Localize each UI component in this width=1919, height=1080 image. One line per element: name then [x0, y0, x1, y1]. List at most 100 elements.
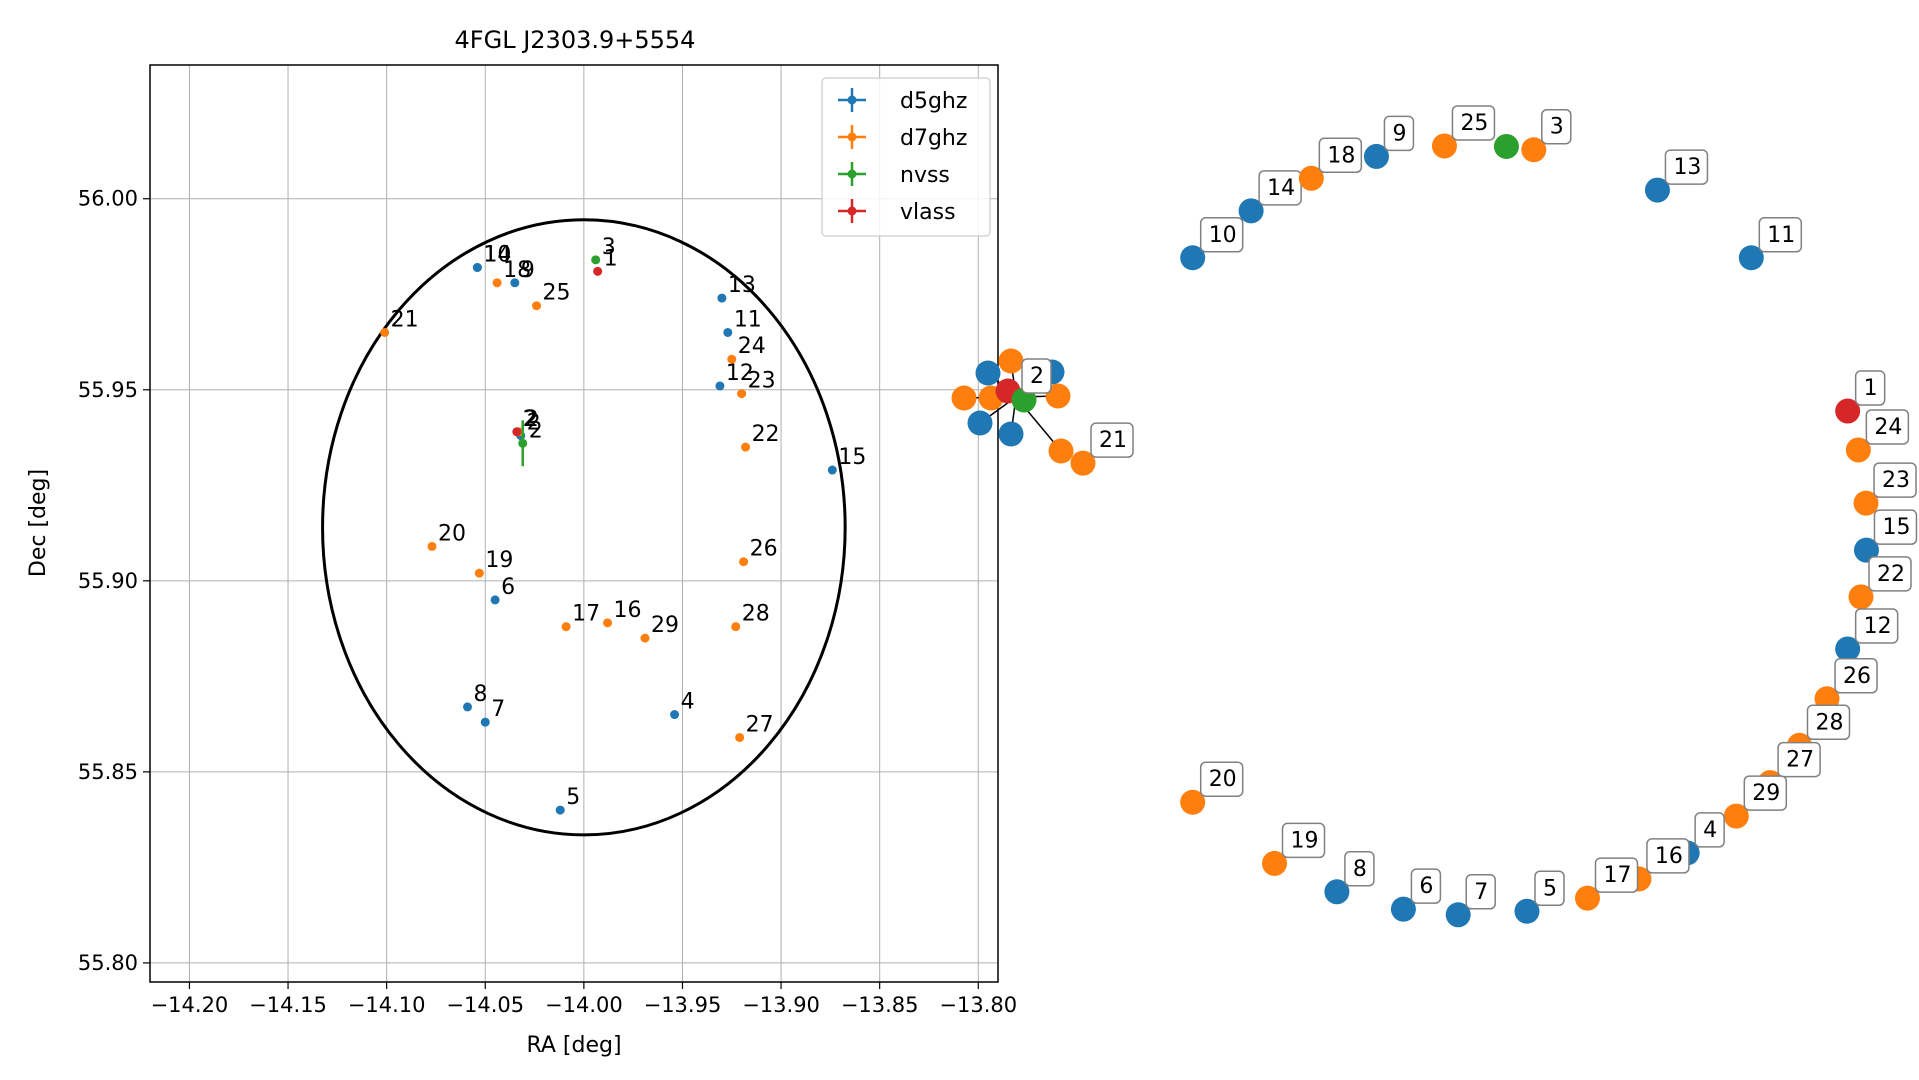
- node-label-text: 8: [1353, 857, 1367, 882]
- node-label: 29: [1743, 775, 1788, 811]
- node-label-box: [1834, 658, 1878, 694]
- node-label-text: 5: [1543, 876, 1557, 901]
- node-label-box: [1534, 870, 1565, 907]
- y-tick-label: 55.90: [78, 569, 138, 593]
- data-point-d5ghz: [463, 702, 473, 712]
- point-label: 2: [529, 418, 543, 443]
- y-axis-ticks: 55.80 55.85 55.90 55.95 56.00: [78, 187, 150, 975]
- ring-node-d7ghz: [1521, 137, 1547, 163]
- data-point-d7ghz: [603, 618, 613, 628]
- data-point-d7ghz: [739, 557, 749, 567]
- node-label: 6: [1410, 868, 1442, 904]
- ring-node-d7ghz: [1431, 133, 1457, 159]
- ring-node-d7ghz: [1574, 885, 1600, 911]
- point-label: 20: [438, 521, 466, 546]
- node-label-text: 4: [1703, 818, 1717, 843]
- sky-map-panel: 4FGL J2303.9+5554 2456789101112131415216…: [26, 26, 1017, 1058]
- node-label-box: [1090, 422, 1134, 458]
- node-label-text: 18: [1327, 143, 1355, 168]
- cluster-node-d7ghz: [1045, 383, 1071, 409]
- node-label-text: 29: [1752, 781, 1780, 806]
- node-label-text: 10: [1209, 223, 1237, 248]
- y-tick-label: 55.85: [78, 760, 138, 784]
- point-label: 26: [750, 537, 778, 562]
- node-label: 13: [1664, 149, 1709, 185]
- ring-node-vlass: [1835, 398, 1861, 424]
- node-label: 27: [1777, 741, 1821, 778]
- legend: d5ghz d7ghz nvss vlass: [821, 77, 991, 237]
- node-label-text: 17: [1603, 863, 1631, 888]
- ring-node-d7ghz: [1853, 490, 1879, 516]
- data-point-d7ghz: [532, 301, 542, 311]
- node-label-text: 19: [1291, 828, 1319, 853]
- node-label: 20: [1199, 761, 1244, 797]
- x-tick-label: −14.10: [348, 993, 426, 1017]
- x-tick-label: −14.05: [446, 993, 524, 1017]
- node-label: 26: [1834, 658, 1878, 694]
- x-tick-label: −13.80: [939, 993, 1017, 1017]
- node-label: 28: [1806, 704, 1851, 741]
- node-label-text: 7: [1474, 880, 1488, 905]
- node-label: 25: [1451, 105, 1496, 141]
- node-label-text: 26: [1843, 664, 1871, 689]
- point-label: 13: [728, 273, 756, 298]
- y-axis-label: Dec [deg]: [26, 469, 51, 577]
- data-point-d7ghz: [741, 442, 751, 452]
- error-ellipse-outline: [321, 218, 847, 837]
- point-label: 4: [681, 690, 695, 715]
- node-label-box: [1465, 874, 1496, 910]
- node-label-text: 20: [1209, 767, 1237, 792]
- label-ring-panel: 1242315221226282729416175768192021101418…: [951, 105, 1918, 928]
- node-label: 17: [1594, 857, 1639, 893]
- data-point-d7ghz: [731, 622, 741, 632]
- node-label: 21: [1090, 422, 1134, 458]
- cluster-node-d7ghz: [1048, 438, 1074, 464]
- node-label-text: 28: [1815, 710, 1843, 735]
- data-point-d7ghz: [492, 278, 502, 288]
- node-label-text: 3: [1550, 115, 1564, 140]
- ring-node-d5ghz: [1390, 896, 1416, 922]
- ring-node-nvss: [1493, 133, 1519, 159]
- node-label-box: [1865, 409, 1910, 445]
- error-ellipse: [321, 218, 847, 837]
- node-label-box: [1344, 851, 1375, 887]
- cluster-node-d5ghz: [975, 360, 1001, 386]
- node-label-box: [1318, 137, 1363, 174]
- ring-node-d7ghz: [1298, 165, 1324, 191]
- node-label-text: 2: [1030, 364, 1044, 389]
- y-tick-label: 55.80: [78, 951, 138, 975]
- data-point-d7ghz: [561, 622, 571, 632]
- x-tick-label: −13.90: [742, 993, 820, 1017]
- point-label: 24: [738, 334, 766, 359]
- point-label: 18: [503, 258, 531, 283]
- node-label-text: 27: [1786, 748, 1814, 773]
- node-label-box: [1410, 868, 1442, 904]
- node-label: 11: [1758, 217, 1803, 253]
- cluster-node-d5ghz: [998, 421, 1024, 447]
- x-tick-label: −13.85: [841, 993, 919, 1017]
- node-label-box: [1451, 105, 1496, 141]
- node-label-box: [1854, 608, 1899, 644]
- ring-node-d5ghz: [1738, 245, 1764, 271]
- node-label-box: [1873, 462, 1917, 498]
- data-point-d7ghz: [735, 732, 745, 742]
- point-label: 16: [614, 598, 642, 623]
- point-label: 14: [483, 243, 511, 268]
- x-tick-label: −13.95: [644, 993, 722, 1017]
- ring-node-d7ghz: [1723, 803, 1749, 829]
- x-axis-ticks: −14.20 −14.15 −14.10 −14.05 −14.00 −13.95 −13.…: [151, 982, 1017, 1017]
- node-label-text: 22: [1877, 562, 1905, 587]
- data-point-d5ghz: [490, 595, 500, 605]
- node-label-text: 6: [1419, 874, 1433, 899]
- node-label-box: [1743, 775, 1788, 811]
- node-label-box: [1868, 556, 1912, 592]
- node-label-text: 11: [1767, 223, 1795, 248]
- ring-node-d7ghz: [1180, 789, 1206, 815]
- legend-marker-dot: [847, 169, 857, 179]
- point-label: 22: [752, 422, 780, 447]
- point-label: 5: [566, 785, 580, 810]
- legend-label: d5ghz: [900, 89, 967, 114]
- node-label-box: [1664, 149, 1709, 185]
- node-label-box: [1021, 358, 1052, 394]
- node-label-text: 16: [1655, 844, 1683, 869]
